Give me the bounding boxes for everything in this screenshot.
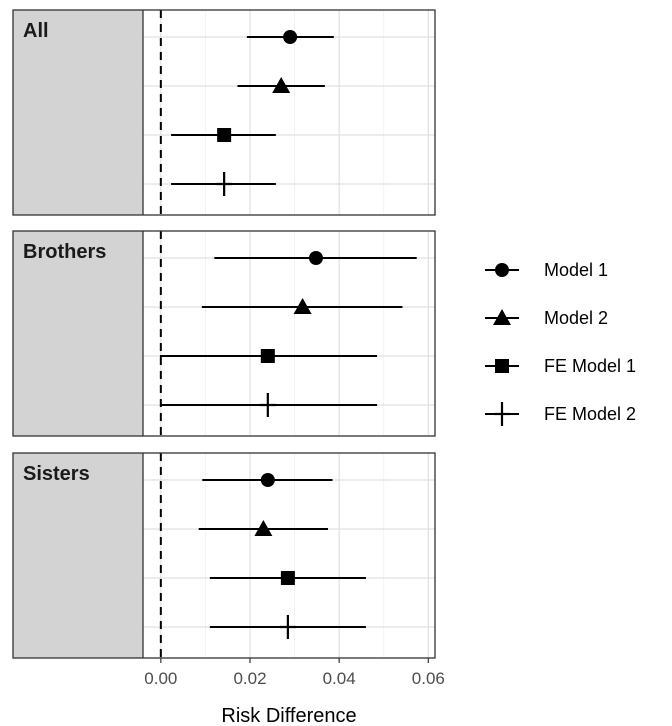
panel-all: All [12, 9, 436, 216]
x-tick-label: 0.00 [144, 669, 177, 688]
point-estimate [217, 128, 232, 142]
panel-border [12, 452, 436, 659]
point-estimate [279, 615, 296, 639]
legend-item: FE Model 1 [485, 356, 636, 376]
panel-label: All [23, 20, 49, 42]
panel-label: Sisters [23, 463, 90, 485]
point-estimate [308, 251, 323, 265]
panel-brothers: Brothers [12, 230, 436, 437]
panel-plot-area [143, 453, 435, 658]
panel-sisters: Sisters [12, 452, 436, 659]
point-estimate [293, 298, 312, 314]
point-estimate [259, 393, 276, 417]
legend-label: Model 1 [544, 260, 608, 280]
legend-item: Model 1 [485, 260, 608, 280]
legend-key-marker [494, 402, 510, 426]
panel-strip [13, 453, 143, 658]
legend-key-marker [495, 263, 509, 277]
x-tick-label: 0.02 [233, 669, 266, 688]
panel-border [12, 230, 436, 437]
legend: Model 1 Model 2 FE Model 1 FE Model 2 [485, 260, 636, 426]
legend-label: FE Model 1 [544, 356, 636, 376]
legend-item: FE Model 2 [485, 402, 636, 426]
legend-key-marker [495, 359, 509, 373]
point-estimate [260, 349, 275, 363]
panel-strip [13, 231, 143, 436]
panels-group: All Brothers Sisters [12, 9, 436, 659]
legend-item: Model 2 [485, 308, 608, 328]
legend-key-marker [493, 309, 511, 325]
legend-label: FE Model 2 [544, 404, 636, 424]
x-tick-label: 0.06 [412, 669, 445, 688]
panel-plot-area [143, 10, 435, 215]
point-estimate [260, 473, 275, 487]
point-estimate [272, 77, 291, 93]
panel-label: Brothers [23, 241, 106, 263]
panel-plot-area [143, 231, 435, 436]
point-estimate [254, 520, 273, 536]
point-estimate [283, 30, 298, 44]
point-estimate [280, 571, 295, 585]
x-axis-title: Risk Difference [221, 705, 356, 726]
x-axis: 0.00 0.02 0.04 0.06 [144, 658, 445, 688]
point-estimate [216, 172, 233, 196]
panel-strip [13, 10, 143, 215]
legend-label: Model 2 [544, 308, 608, 328]
panel-border [12, 9, 436, 216]
x-tick-label: 0.04 [323, 669, 356, 688]
